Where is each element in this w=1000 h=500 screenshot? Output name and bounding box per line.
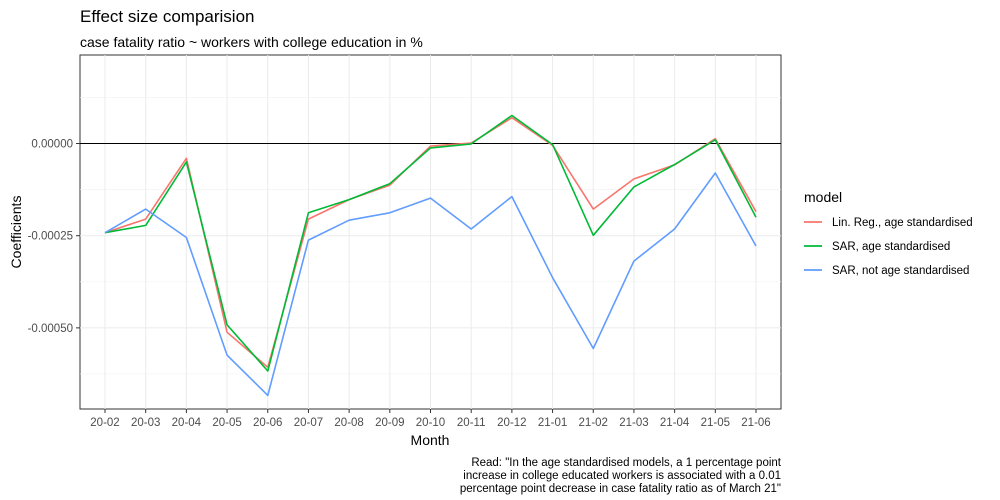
y-tick-label: 0.00000 <box>31 139 73 151</box>
x-tick-label: 20-10 <box>416 417 445 429</box>
chart-title: Effect size comparision <box>80 7 254 26</box>
legend-label: SAR, age standardised <box>832 241 950 253</box>
x-tick-label: 21-04 <box>660 417 690 429</box>
legend-label: Lin. Reg., age standardised <box>832 217 973 229</box>
x-tick-label: 20-07 <box>294 417 323 429</box>
x-tick-label: 20-05 <box>212 417 241 429</box>
legend-item: SAR, age standardised <box>804 241 950 253</box>
legend-item: Lin. Reg., age standardised <box>804 217 973 229</box>
x-tick-label: 21-02 <box>579 417 608 429</box>
legend-item: SAR, not age standardised <box>804 265 969 277</box>
x-tick-label: 21-03 <box>619 417 648 429</box>
x-tick-label: 21-01 <box>538 417 567 429</box>
x-tick-label: 21-05 <box>701 417 730 429</box>
x-tick-label: 21-06 <box>741 417 770 429</box>
caption-line: percentage point decrease in case fatali… <box>460 483 781 495</box>
x-axis: 20-02 20-03 20-04 20-05 20-06 20-07 20-08 20-09… <box>90 409 771 429</box>
y-axis: 0.00000 -0.00025 -0.00050 <box>28 139 80 335</box>
x-tick-label: 20-12 <box>497 417 526 429</box>
x-tick-label: 20-08 <box>334 417 363 429</box>
series-line-3 <box>104 172 757 397</box>
legend-label: SAR, not age standardised <box>832 265 969 277</box>
caption-line: Read: "In the age standardised models, a… <box>471 457 781 469</box>
y-tick-label: -0.00050 <box>28 323 73 335</box>
x-tick-label: 20-11 <box>457 417 486 429</box>
series-line-1 <box>104 116 757 369</box>
x-tick-label: 20-02 <box>90 417 119 429</box>
x-tick-label: 20-09 <box>375 417 404 429</box>
x-tick-label: 20-03 <box>131 417 160 429</box>
legend-title: model <box>804 189 842 205</box>
x-tick-label: 20-06 <box>253 417 282 429</box>
grid <box>80 55 781 409</box>
x-tick-label: 20-04 <box>172 417 202 429</box>
series-layer <box>104 114 757 397</box>
legend: model Lin. Reg., age standardised SAR, ag… <box>804 189 973 277</box>
y-tick-label: -0.00025 <box>28 231 73 243</box>
caption-line: increase in college educated workers is … <box>463 470 781 482</box>
y-axis-title: Coefficients <box>8 196 24 269</box>
x-axis-title: Month <box>411 432 450 448</box>
chart-subtitle: case fatality ratio ~ workers with colle… <box>80 34 423 50</box>
series-line-2 <box>104 114 757 372</box>
caption: Read: "In the age standardised models, a… <box>460 457 782 495</box>
